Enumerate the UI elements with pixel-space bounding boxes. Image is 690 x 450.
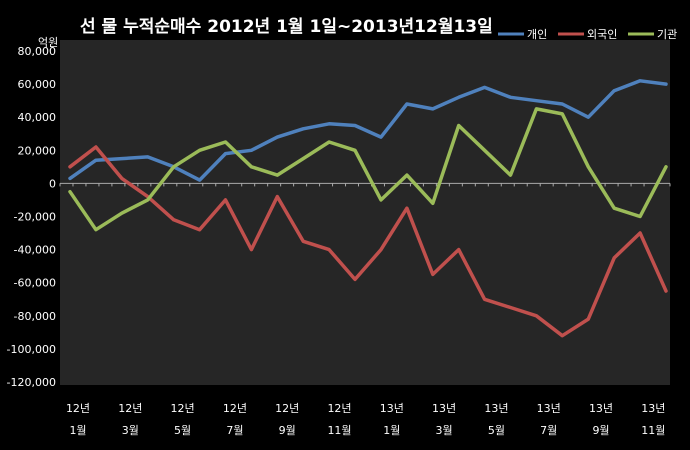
series-group: [68, 79, 668, 338]
legend-label: 개인: [527, 28, 547, 41]
x-tick-month: 5월: [488, 424, 505, 437]
x-tick-month: 9월: [279, 424, 296, 437]
x-tick-year: 13년: [537, 402, 561, 415]
x-tick-year: 13년: [484, 402, 508, 415]
x-tick-month: 3월: [436, 424, 453, 437]
legend: 개인 외국인 기관: [498, 28, 677, 41]
y-tick-label: 20,000: [18, 144, 57, 157]
y-axis: 80,000 60,000 40,000 20,000 0 -20,000 -40,000 -…: [7, 45, 56, 389]
x-tick-month: 3월: [122, 424, 139, 437]
plot-area: [60, 40, 670, 385]
legend-label: 기관: [657, 28, 677, 41]
y-tick-label: -60,000: [14, 277, 56, 290]
x-tick-month: 11월: [327, 424, 351, 437]
series-line-2: [68, 107, 668, 232]
y-tick-label: -80,000: [14, 310, 56, 323]
x-tick-month: 1월: [69, 424, 86, 437]
y-tick-label: 0: [49, 177, 56, 190]
y-tick-label: 80,000: [18, 45, 57, 58]
x-tick-month: 5월: [174, 424, 191, 437]
chart-title: 선 물 누적순매수 2012년 1월 1일~2013년12월13일: [80, 17, 493, 37]
y-tick-label: -20,000: [14, 211, 56, 224]
x-tick-year: 13년: [432, 402, 456, 415]
x-tick-year: 12년: [118, 402, 142, 415]
y-tick-label: -120,000: [7, 376, 56, 389]
x-tick-year: 12년: [275, 402, 299, 415]
x-tick-year: 13년: [589, 402, 613, 415]
y-tick-label: 60,000: [18, 78, 57, 91]
x-tick-year: 13년: [380, 402, 404, 415]
x-axis: 12년 1월 12년 3월 12년 5월 12년 7월 12년 9월 12년 11월 13년 1월 13년 3…: [66, 402, 665, 437]
x-tick-month: 9월: [592, 424, 609, 437]
x-tick-month: 1월: [383, 424, 400, 437]
x-tick-year: 13년: [641, 402, 665, 415]
x-tick-year: 12년: [66, 402, 90, 415]
x-tick-month: 11월: [641, 424, 665, 437]
y-tick-label: -100,000: [7, 343, 56, 356]
y-tick-label: -40,000: [14, 244, 56, 257]
legend-label: 외국인: [587, 28, 617, 41]
x-tick-year: 12년: [171, 402, 195, 415]
y-tick-label: 40,000: [18, 111, 57, 124]
x-tick-month: 7월: [540, 424, 557, 437]
y-axis-label: 억원: [38, 36, 58, 49]
x-tick-month: 7월: [226, 424, 243, 437]
x-tick-year: 12년: [327, 402, 351, 415]
x-tick-year: 12년: [223, 402, 247, 415]
series-line-1: [68, 145, 668, 338]
series-line-0: [68, 79, 668, 182]
